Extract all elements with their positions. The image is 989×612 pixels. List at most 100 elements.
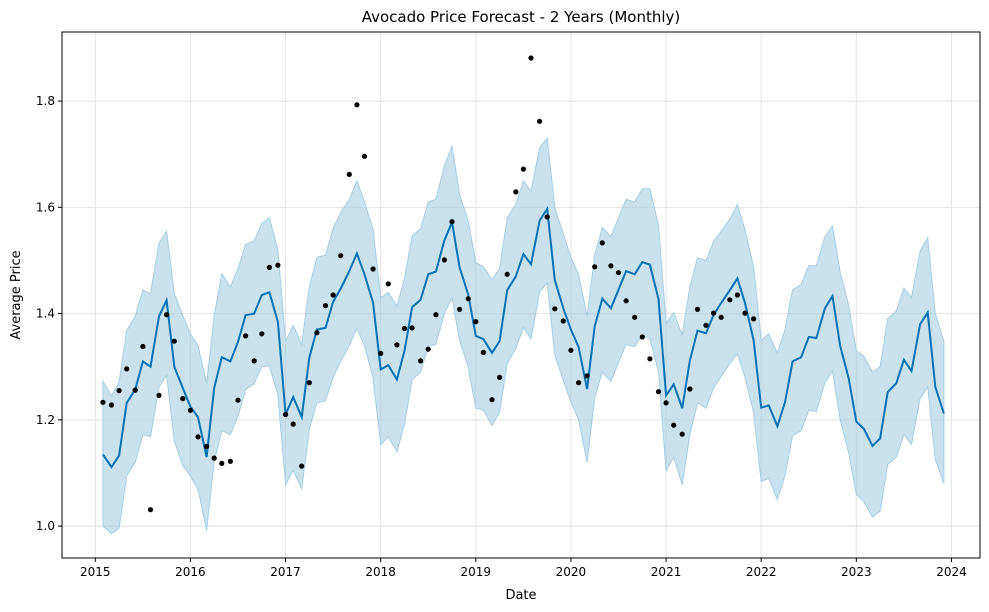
observed-point (108, 402, 115, 408)
observed-point (679, 431, 685, 437)
observed-point (283, 411, 289, 418)
observed-point (647, 356, 653, 362)
observed-point (195, 434, 201, 440)
x-tick-label: 2015 (80, 565, 111, 579)
observed-point (140, 343, 146, 350)
observed-point (132, 387, 138, 393)
observed-point (639, 334, 645, 340)
observed-point (694, 306, 701, 312)
observed-point (409, 325, 415, 331)
observed-point (394, 342, 400, 348)
observed-point (703, 322, 709, 328)
chart-title: Avocado Price Forecast - 2 Years (Monthl… (362, 8, 681, 26)
observed-point (243, 333, 249, 339)
plot-area (100, 55, 945, 535)
observed-point (235, 397, 241, 403)
observed-point (227, 458, 233, 464)
observed-point (346, 171, 352, 177)
observed-point (504, 271, 510, 277)
observed-point (338, 253, 344, 259)
forecast-line (102, 205, 945, 469)
observed-point (378, 350, 384, 356)
observed-point (751, 316, 757, 322)
observed-point (615, 270, 622, 276)
observed-point (425, 346, 431, 352)
axes-frame (61, 31, 981, 559)
observed-point (180, 396, 186, 402)
observed-point (290, 421, 296, 427)
observed-point (718, 314, 724, 320)
observed-point (449, 219, 455, 225)
observed-point (433, 312, 439, 318)
observed-point (727, 297, 733, 303)
x-tick-label: 2017 (270, 565, 301, 579)
y-axis-label: Average Price (9, 250, 24, 339)
observed-point (100, 399, 106, 405)
y-tick-label: 1.2 (36, 413, 55, 427)
observed-point (361, 153, 368, 159)
x-tick-label: 2022 (746, 565, 777, 579)
observed-point (742, 310, 748, 316)
observed-point (632, 314, 638, 320)
observed-point (401, 325, 408, 332)
observed-point (544, 214, 550, 220)
observed-point (124, 366, 130, 372)
observed-point (385, 281, 391, 287)
observed-point (354, 102, 360, 108)
observed-point (671, 422, 677, 428)
observed-point (171, 338, 177, 344)
observed-point (513, 189, 519, 195)
observed-point (655, 389, 662, 395)
y-tick-label: 1.6 (36, 200, 55, 214)
observed-point (299, 463, 305, 469)
observed-point (259, 331, 265, 337)
observed-point (164, 312, 170, 318)
observed-point (219, 460, 225, 466)
observed-point (480, 349, 486, 355)
observed-point (711, 310, 717, 316)
observed-point (520, 166, 527, 172)
tick-group: 2015 2016 2017 2018 2019 2020 2021 2022 2023 2024… (36, 94, 967, 579)
x-tick-label: 2024 (936, 565, 967, 579)
observed-point (306, 380, 312, 386)
observed-point (528, 55, 534, 61)
observed-point (370, 266, 376, 272)
observed-point (156, 392, 162, 398)
observed-point (473, 319, 479, 325)
observed-point (266, 264, 272, 270)
observed-point (275, 262, 281, 268)
observed-point (568, 347, 574, 353)
x-tick-label: 2023 (841, 565, 872, 579)
observed-point (251, 358, 257, 364)
x-tick-label: 2016 (175, 565, 206, 579)
x-tick-label: 2018 (365, 565, 396, 579)
observed-point (592, 264, 598, 270)
observed-point (734, 292, 741, 298)
x-tick-label: 2019 (461, 565, 492, 579)
observed-point (465, 296, 471, 302)
y-tick-label: 1.8 (36, 94, 55, 108)
x-tick-label: 2021 (651, 565, 682, 579)
observed-point (441, 257, 447, 263)
uncertainty-band (102, 137, 945, 535)
observed-point (330, 292, 336, 298)
y-tick-label: 1.0 (36, 519, 55, 533)
x-tick-label: 2020 (556, 565, 587, 579)
observed-point (497, 374, 503, 380)
observed-point (608, 263, 614, 269)
observed-point (322, 303, 329, 309)
observed-point (314, 330, 320, 336)
observed-point (418, 358, 424, 364)
observed-point (576, 380, 582, 386)
observed-point (560, 318, 566, 324)
observed-point (599, 240, 605, 246)
observed-point (663, 400, 669, 406)
observed-point (537, 118, 543, 124)
observed-point (457, 306, 463, 312)
observed-point (187, 407, 193, 413)
x-axis-label: Date (505, 588, 536, 603)
observed-point (211, 455, 217, 461)
observed-point (489, 397, 495, 403)
observed-point (687, 386, 693, 392)
